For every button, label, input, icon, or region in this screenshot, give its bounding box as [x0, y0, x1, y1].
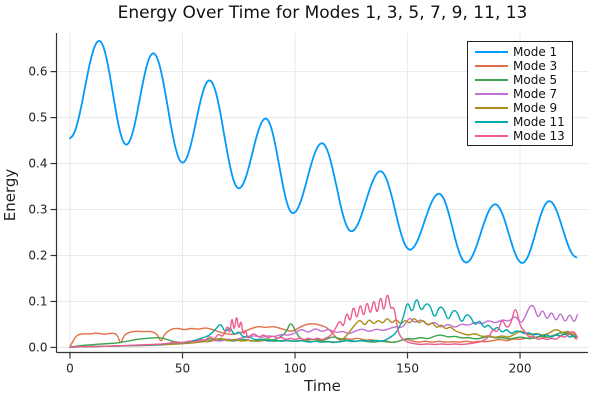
legend-line-sample [475, 92, 508, 95]
legend-line-sample [475, 78, 508, 81]
y-tick-label: 0.3 [28, 203, 47, 217]
y-tick-label: 0.4 [28, 157, 47, 171]
legend-line-sample [475, 134, 508, 137]
x-tick-label: 0 [66, 362, 74, 376]
y-tick-label: 0.1 [28, 294, 47, 308]
series-line-mode-11 [69, 299, 579, 348]
y-tick-label: 0.0 [28, 340, 47, 354]
legend-line-sample [475, 64, 508, 67]
series-line-mode-3 [69, 323, 577, 348]
legend-label: Mode 5 [513, 72, 558, 87]
series-line-mode-9 [69, 318, 577, 348]
y-tick-label: 0.2 [28, 249, 47, 263]
chart-title: Energy Over Time for Modes 1, 3, 5, 7, 9… [117, 3, 528, 23]
legend-box: Mode 1 Mode 3 Mode 5 Mode 7 Mode 9 Mode 11 Mod… [467, 41, 573, 146]
x-tick-label: 50 [175, 362, 190, 376]
legend-entry: Mode 9 [475, 101, 572, 114]
legend-label: Mode 3 [513, 58, 558, 73]
legend-line-sample [475, 120, 508, 123]
legend-label: Mode 11 [513, 114, 565, 129]
series-line-mode-13 [69, 294, 579, 348]
y-tick-label: 0.6 [28, 65, 47, 79]
x-tick-label: 100 [284, 362, 307, 376]
legend-label: Mode 1 [513, 44, 558, 59]
legend-entry: Mode 5 [475, 73, 572, 86]
x-tick-label: 150 [396, 362, 419, 376]
y-axis-label: Energy [1, 168, 19, 222]
y-tick-label: 0.5 [28, 111, 47, 125]
legend-entry: Mode 3 [475, 59, 572, 72]
x-axis-label: Time [304, 377, 341, 395]
legend-line-sample [475, 106, 508, 109]
legend-entry: Mode 11 [475, 115, 572, 128]
legend-line-sample [475, 50, 508, 53]
series-line-mode-7 [69, 304, 579, 348]
series-line-mode-1 [69, 40, 578, 264]
legend-label: Mode 7 [513, 86, 558, 101]
x-tick-label: 200 [509, 362, 532, 376]
legend-label: Mode 13 [513, 128, 565, 143]
legend-entry: Mode 7 [475, 87, 572, 100]
legend-entry: Mode 1 [475, 45, 572, 58]
legend-label: Mode 9 [513, 100, 558, 115]
legend-entry: Mode 13 [475, 129, 572, 142]
